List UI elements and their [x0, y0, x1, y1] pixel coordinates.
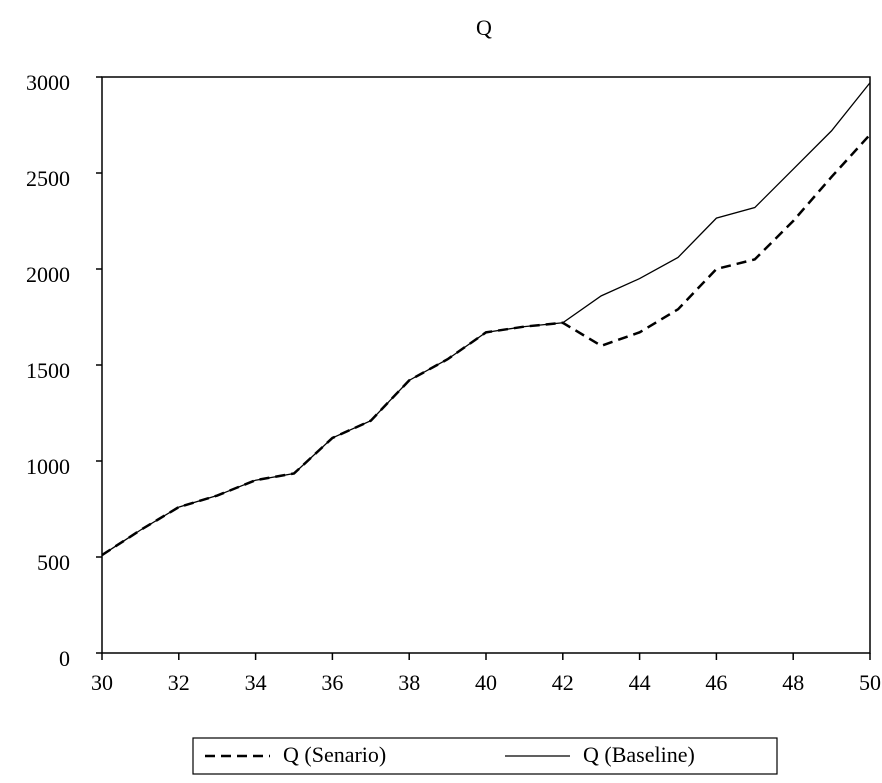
legend-label: Q (Senario) — [283, 742, 386, 767]
y-tick-label: 2500 — [26, 166, 70, 191]
y-tick-label: 3000 — [26, 70, 70, 95]
chart-title: Q — [476, 15, 492, 40]
y-tick-label: 0 — [59, 646, 70, 671]
x-tick-label: 34 — [245, 670, 267, 695]
series-line — [101, 133, 871, 557]
x-tick-label: 36 — [321, 670, 343, 695]
x-tick-label: 42 — [552, 670, 574, 695]
plot-frame — [101, 76, 871, 654]
x-tick-label: 32 — [168, 670, 190, 695]
x-tick-label: 38 — [398, 670, 420, 695]
legend-box — [192, 737, 778, 775]
y-tick-label: 500 — [37, 550, 70, 575]
series-line — [101, 82, 871, 556]
y-tick-label: 1000 — [26, 454, 70, 479]
x-tick-label: 44 — [629, 670, 651, 695]
x-tick-label: 46 — [705, 670, 727, 695]
y-tick-label: 1500 — [26, 358, 70, 383]
legend-label: Q (Baseline) — [583, 742, 695, 767]
x-tick-label: 30 — [91, 670, 113, 695]
x-tick-label: 40 — [475, 670, 497, 695]
y-tick-label: 2000 — [26, 262, 70, 287]
x-tick-label: 48 — [782, 670, 804, 695]
x-tick-label: 50 — [859, 670, 881, 695]
